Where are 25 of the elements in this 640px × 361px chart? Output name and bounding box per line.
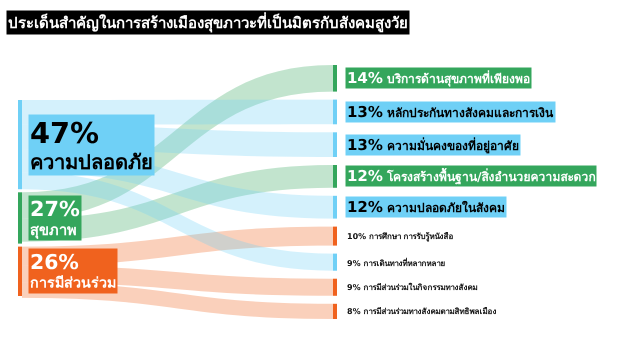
category-label: ความปลอดภัยในสังคม [387, 201, 506, 215]
data-label: 12% [347, 198, 383, 216]
data-label: 47% [30, 116, 99, 150]
data-label: 9% [347, 259, 361, 268]
data-label: 12% [347, 167, 383, 185]
text: ประเด็นสำคัญในการสร้างเมืองสุขภาวะที่เป็นมิตรกับสังคมสูงวัย [8, 12, 408, 33]
category-label: การศึกษา การรับรู้หนังสือ [368, 232, 454, 241]
category-label: การมีส่วนร่วมในกิจกรรมทางสังคม [363, 283, 478, 292]
data-label: 27% [30, 197, 80, 221]
category-label: ความมั่นคงของที่อยู่อาศัย [387, 139, 520, 153]
data-label: 26% [30, 250, 79, 274]
data-label: 8% [347, 307, 361, 316]
category-label: บริการด้านสุขภาพที่เพียงพอ [387, 72, 530, 86]
category-label: หลักประกันทางสังคมและการเงิน [387, 106, 554, 120]
category-label: การมีส่วนร่วมทางสังคมตามสิทธิพลเมือง [363, 307, 496, 316]
category-label: โครงสร้างพื้นฐาน/สิ่งอำนวยความสะดวก [387, 170, 596, 184]
data-label: 14% [347, 69, 383, 87]
category-label: การเดินทางที่หลากหลาย [363, 259, 446, 268]
data-label: 13% [347, 136, 383, 154]
data-label: 10% [347, 232, 366, 241]
category-label: ความปลอดภัย [30, 150, 153, 174]
category-label: สุขภาพ [30, 222, 77, 239]
data-label: 13% [347, 103, 383, 121]
data-label: 9% [347, 283, 361, 292]
category-label: การมีส่วนร่วม [30, 276, 116, 292]
